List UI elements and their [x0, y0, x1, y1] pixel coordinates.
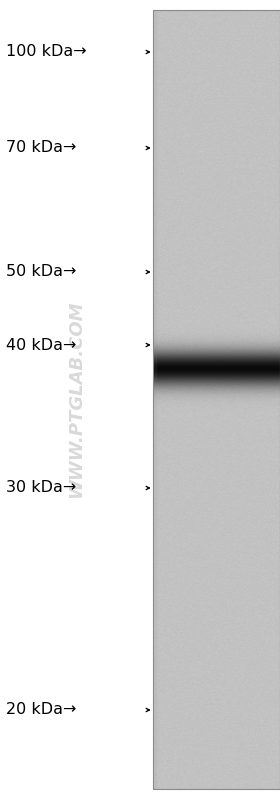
Text: 70 kDa→: 70 kDa→	[6, 141, 76, 156]
Text: 100 kDa→: 100 kDa→	[6, 45, 86, 59]
Bar	[153, 10, 280, 789]
Text: 40 kDa→: 40 kDa→	[6, 337, 76, 352]
Text: WWW.PTGLAB.COM: WWW.PTGLAB.COM	[67, 300, 85, 499]
Text: 30 kDa→: 30 kDa→	[6, 480, 76, 495]
Text: 50 kDa→: 50 kDa→	[6, 264, 76, 280]
Text: 20 kDa→: 20 kDa→	[6, 702, 76, 718]
